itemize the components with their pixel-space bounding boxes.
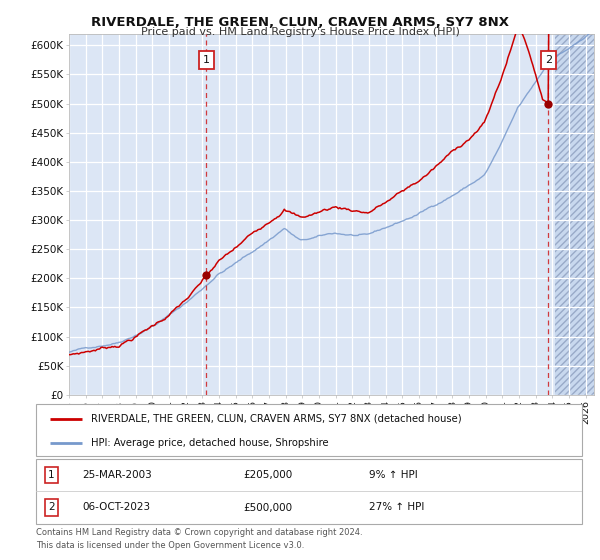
Text: 2: 2 bbox=[545, 55, 552, 65]
Text: RIVERDALE, THE GREEN, CLUN, CRAVEN ARMS, SY7 8NX: RIVERDALE, THE GREEN, CLUN, CRAVEN ARMS,… bbox=[91, 16, 509, 29]
Text: HPI: Average price, detached house, Shropshire: HPI: Average price, detached house, Shro… bbox=[91, 438, 328, 448]
Text: 25-MAR-2003: 25-MAR-2003 bbox=[82, 470, 152, 480]
Text: 2: 2 bbox=[48, 502, 55, 512]
Text: 06-OCT-2023: 06-OCT-2023 bbox=[82, 502, 151, 512]
Text: £205,000: £205,000 bbox=[244, 470, 293, 480]
Text: £500,000: £500,000 bbox=[244, 502, 293, 512]
Text: 1: 1 bbox=[48, 470, 55, 480]
Text: Contains HM Land Registry data © Crown copyright and database right 2024.
This d: Contains HM Land Registry data © Crown c… bbox=[36, 528, 362, 549]
Text: Price paid vs. HM Land Registry's House Price Index (HPI): Price paid vs. HM Land Registry's House … bbox=[140, 27, 460, 37]
Text: 9% ↑ HPI: 9% ↑ HPI bbox=[369, 470, 418, 480]
Bar bbox=[555, 34, 594, 395]
Text: 1: 1 bbox=[203, 55, 209, 65]
Text: RIVERDALE, THE GREEN, CLUN, CRAVEN ARMS, SY7 8NX (detached house): RIVERDALE, THE GREEN, CLUN, CRAVEN ARMS,… bbox=[91, 414, 461, 424]
Bar bbox=[555, 34, 594, 395]
Text: 27% ↑ HPI: 27% ↑ HPI bbox=[369, 502, 424, 512]
